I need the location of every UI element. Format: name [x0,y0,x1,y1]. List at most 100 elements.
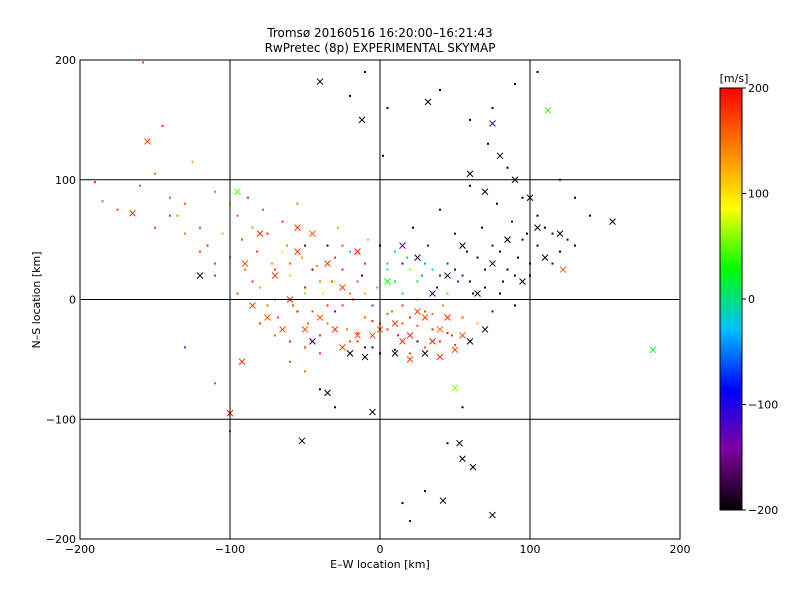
data-point-cross [469,463,477,471]
data-point-cross [556,230,564,237]
data-point-dot [476,256,479,259]
colorbar-label: [m/s] [720,72,749,85]
data-point-dot [469,280,471,283]
data-point-dot [184,202,186,205]
data-point-dot [296,310,299,313]
data-point-dot [364,292,366,295]
data-point-dot [236,214,239,217]
data-point-cross [609,218,616,226]
y-axis-label: N–S location [km] [30,251,43,348]
data-point-dot [424,490,426,493]
data-point-dot [191,160,194,163]
data-point-dot [409,316,411,319]
data-point-dot [416,324,419,327]
data-point-dot [304,286,306,289]
data-point-dot [382,154,384,157]
data-point-dot [277,316,279,319]
data-point-cross [309,230,316,237]
y-tick-label: 200 [55,54,76,67]
data-point-cross [421,314,429,321]
data-point-dot [491,106,494,109]
data-point-cross [504,236,511,243]
data-point-dot [349,292,351,295]
data-point-dot [371,304,374,307]
data-point-cross [249,302,256,309]
data-point-cross [459,332,466,339]
data-point-dot [169,196,171,199]
data-point-dot [176,214,179,217]
data-point-dot [431,312,434,315]
data-point-cross [481,326,489,333]
data-point-dot [499,292,501,295]
data-point-dot [416,280,419,283]
data-point-dot [514,82,516,85]
data-point-cross [421,350,429,357]
data-point-dot [454,268,456,271]
data-point-dot [446,332,449,335]
data-point-cross [444,314,451,321]
data-point-dot [431,328,434,331]
data-point-dot [551,262,554,265]
y-tick-label: 0 [69,294,76,307]
data-point-cross [298,437,306,445]
data-point-dot [319,280,321,283]
data-point-dot [451,334,453,337]
data-point-dot [466,250,468,253]
data-point-cross [399,338,406,345]
data-point-dot [334,280,336,283]
plot-frame [79,59,681,540]
data-point-dot [274,268,276,271]
data-point-cross [429,290,436,297]
data-point-cross [406,332,414,339]
data-point-dot [386,328,389,331]
data-point-cross [649,346,657,354]
data-point-dot [536,214,539,217]
data-point-dot [169,214,171,217]
data-point-dot [256,250,258,253]
data-point-dot [341,244,344,247]
data-point-dot [536,244,539,247]
data-point-dot [401,502,404,505]
data-point-dot [367,238,369,241]
data-point-dot [304,244,306,247]
x-tick-label: 100 [520,543,541,556]
data-point-dot [566,238,569,241]
chart-subtitle: RwPretec (8p) EXPERIMENTAL SKYMAP [265,41,496,55]
data-point-dot [326,304,329,307]
data-point-cross [444,272,451,279]
data-point-dot [341,304,344,307]
data-point-dot [364,262,366,265]
data-point-dot [154,172,156,175]
data-point-dot [536,70,539,73]
data-point-cross [456,439,463,447]
data-point-dot [289,274,291,277]
colorbar-tick-label: −100 [748,399,778,412]
data-point-dot [341,268,344,271]
grid-lines [80,60,680,539]
data-point-dot [334,310,336,313]
data-point-dot [439,88,441,91]
data-point-dot [319,334,321,337]
data-point-dot [214,274,216,277]
data-point-dot [394,348,396,351]
data-point-dot [206,244,209,247]
data-point-dot [247,196,249,199]
data-point-dot [271,262,273,265]
data-point-dot [461,274,464,277]
data-point-cross [466,170,474,178]
data-point-dot [442,304,444,307]
data-point-dot [439,274,441,277]
data-point-dot [334,256,336,259]
x-tick-label: 200 [670,543,691,556]
data-point-dot [322,292,324,295]
y-tick-label: −100 [46,413,76,426]
data-point-dot [421,274,423,277]
data-point-cross [489,120,496,127]
data-point-dot [251,226,254,229]
data-point-dot [446,292,449,295]
data-point-cross [391,320,399,327]
data-point-cross [196,272,204,279]
data-point-cross [414,308,421,315]
data-point-cross [339,284,346,291]
data-point-dot [316,264,318,267]
